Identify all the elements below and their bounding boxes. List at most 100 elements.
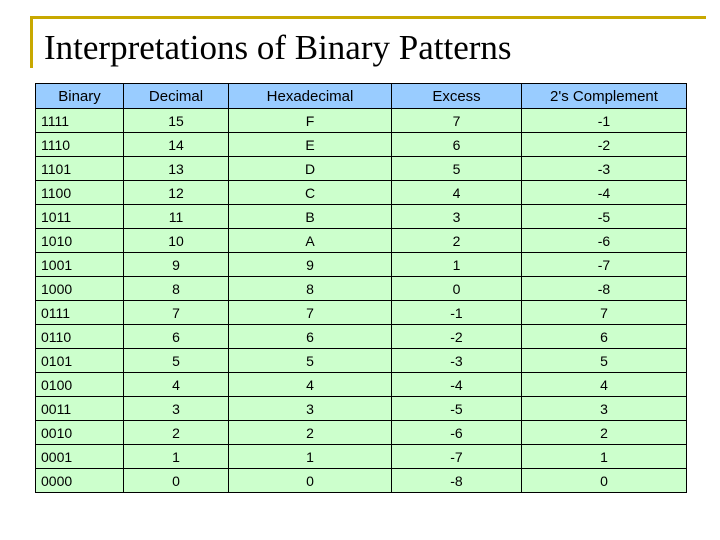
excess-cell: -2 [391,324,522,349]
excess-cell: -6 [391,420,522,445]
decimal-cell: 3 [123,396,229,421]
decimal-cell: 6 [123,324,229,349]
decimal-cell: 5 [123,348,229,373]
excess-cell: 5 [391,156,522,181]
hexadecimal-cell: F [228,108,392,133]
excess-cell: -5 [391,396,522,421]
excess-cell: 4 [391,180,522,205]
binary-cell: 1100 [35,180,124,205]
table-row: 1010 10 A 2 -6 [35,228,687,253]
binary-cell: 1011 [35,204,124,229]
twos-complement-cell: -2 [521,132,687,157]
binary-cell: 1110 [35,132,124,157]
table-row: 0000 0 0 -8 0 [35,468,687,493]
header-row: Binary Decimal Hexadecimal Excess 2's Co… [35,83,687,109]
twos-complement-cell: 6 [521,324,687,349]
twos-complement-cell: -8 [521,276,687,301]
table-row: 0001 1 1 -7 1 [35,444,687,469]
excess-cell: -1 [391,300,522,325]
twos-complement-cell: 3 [521,396,687,421]
binary-cell: 1101 [35,156,124,181]
table-row: 0100 4 4 -4 4 [35,372,687,397]
table-row: 1100 12 C 4 -4 [35,180,687,205]
twos-complement-cell: 5 [521,348,687,373]
twos-complement-cell: 1 [521,444,687,469]
decimal-cell: 12 [123,180,229,205]
header-decimal: Decimal [123,83,229,109]
hexadecimal-cell: 8 [228,276,392,301]
slide-title: Interpretations of Binary Patterns [44,28,512,67]
hexadecimal-cell: E [228,132,392,157]
binary-cell: 0110 [35,324,124,349]
title-frame [30,16,706,68]
hexadecimal-cell: 9 [228,252,392,277]
hexadecimal-cell: D [228,156,392,181]
twos-complement-cell: -3 [521,156,687,181]
hexadecimal-cell: 6 [228,324,392,349]
binary-cell: 1111 [35,108,124,133]
excess-cell: -7 [391,444,522,469]
binary-table: Binary Decimal Hexadecimal Excess 2's Co… [35,83,687,493]
excess-cell: -3 [391,348,522,373]
decimal-cell: 14 [123,132,229,157]
hexadecimal-cell: 3 [228,396,392,421]
excess-cell: -8 [391,468,522,493]
binary-cell: 0011 [35,396,124,421]
decimal-cell: 2 [123,420,229,445]
decimal-cell: 10 [123,228,229,253]
excess-cell: 6 [391,132,522,157]
binary-cell: 1000 [35,276,124,301]
table-row: 1110 14 E 6 -2 [35,132,687,157]
twos-complement-cell: -7 [521,252,687,277]
twos-complement-cell: -5 [521,204,687,229]
binary-cell: 1001 [35,252,124,277]
twos-complement-cell: -6 [521,228,687,253]
decimal-cell: 8 [123,276,229,301]
excess-cell: 2 [391,228,522,253]
binary-cell: 0111 [35,300,124,325]
hexadecimal-cell: 4 [228,372,392,397]
hexadecimal-cell: 2 [228,420,392,445]
hexadecimal-cell: 7 [228,300,392,325]
header-binary: Binary [35,83,124,109]
twos-complement-cell: 4 [521,372,687,397]
table-row: 1111 15 F 7 -1 [35,108,687,133]
decimal-cell: 0 [123,468,229,493]
excess-cell: 0 [391,276,522,301]
binary-cell: 0100 [35,372,124,397]
hexadecimal-cell: 1 [228,444,392,469]
binary-cell: 0010 [35,420,124,445]
hexadecimal-cell: 5 [228,348,392,373]
table-row: 1001 9 9 1 -7 [35,252,687,277]
header-twos-complement: 2's Complement [521,83,687,109]
excess-cell: 1 [391,252,522,277]
table-row: 1000 8 8 0 -8 [35,276,687,301]
table-row: 0110 6 6 -2 6 [35,324,687,349]
decimal-cell: 1 [123,444,229,469]
twos-complement-cell: -1 [521,108,687,133]
decimal-cell: 15 [123,108,229,133]
binary-cell: 0001 [35,444,124,469]
decimal-cell: 9 [123,252,229,277]
twos-complement-cell: -4 [521,180,687,205]
table-row: 0010 2 2 -6 2 [35,420,687,445]
header-excess: Excess [391,83,522,109]
table-row: 0101 5 5 -3 5 [35,348,687,373]
decimal-cell: 4 [123,372,229,397]
table-row: 0011 3 3 -5 3 [35,396,687,421]
header-hexadecimal: Hexadecimal [228,83,392,109]
excess-cell: 7 [391,108,522,133]
twos-complement-cell: 0 [521,468,687,493]
hexadecimal-cell: A [228,228,392,253]
decimal-cell: 11 [123,204,229,229]
decimal-cell: 7 [123,300,229,325]
twos-complement-cell: 2 [521,420,687,445]
decimal-cell: 13 [123,156,229,181]
binary-cell: 0000 [35,468,124,493]
hexadecimal-cell: C [228,180,392,205]
twos-complement-cell: 7 [521,300,687,325]
hexadecimal-cell: 0 [228,468,392,493]
hexadecimal-cell: B [228,204,392,229]
excess-cell: 3 [391,204,522,229]
binary-cell: 1010 [35,228,124,253]
